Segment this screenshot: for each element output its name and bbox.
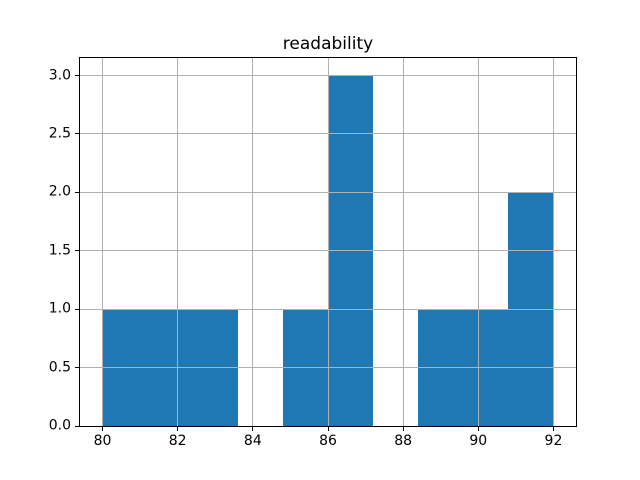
x-tick-label: 82 bbox=[168, 433, 187, 449]
gridline-horizontal bbox=[80, 75, 576, 77]
x-tick-mark bbox=[552, 426, 554, 431]
y-tick-label: 1.0 bbox=[48, 300, 71, 317]
y-tick-label: 0.5 bbox=[48, 359, 71, 376]
y-tick-mark bbox=[75, 425, 80, 427]
chart-title: readability bbox=[282, 34, 374, 54]
gridline-vertical bbox=[402, 58, 404, 426]
y-tick-mark bbox=[75, 133, 80, 135]
x-tick-mark bbox=[177, 426, 179, 431]
x-tick-mark bbox=[252, 426, 254, 431]
x-tick-label: 84 bbox=[243, 433, 262, 449]
x-tick-mark bbox=[327, 426, 329, 431]
gridline-vertical bbox=[552, 58, 554, 426]
y-tick-mark bbox=[75, 250, 80, 252]
x-tick-mark bbox=[402, 426, 404, 431]
y-tick-label: 1.5 bbox=[48, 242, 71, 259]
gridline-horizontal bbox=[80, 133, 576, 135]
gridline-horizontal bbox=[80, 308, 576, 310]
gridline-vertical bbox=[177, 58, 179, 426]
gridline-vertical bbox=[102, 58, 104, 426]
plot-area bbox=[79, 57, 577, 427]
axes-spines bbox=[79, 57, 577, 427]
gridline-vertical bbox=[252, 58, 254, 426]
y-tick-mark bbox=[75, 308, 80, 310]
y-tick-label: 0.0 bbox=[48, 417, 71, 434]
gridline-horizontal bbox=[80, 191, 576, 193]
x-tick-mark bbox=[102, 426, 104, 431]
x-tick-label: 86 bbox=[319, 433, 337, 449]
y-tick-label: 2.0 bbox=[48, 183, 71, 200]
gridline-vertical bbox=[327, 58, 329, 426]
gridline-horizontal bbox=[80, 250, 576, 252]
x-tick-label: 90 bbox=[469, 433, 488, 449]
x-tick-label: 88 bbox=[394, 433, 413, 449]
x-tick-label: 92 bbox=[544, 433, 563, 449]
x-tick-mark bbox=[477, 426, 479, 431]
y-tick-label: 2.5 bbox=[48, 125, 71, 142]
x-tick-label: 80 bbox=[93, 433, 112, 449]
gridline-horizontal bbox=[80, 367, 576, 369]
gridline-vertical bbox=[477, 58, 479, 426]
y-tick-mark bbox=[75, 191, 80, 193]
y-tick-mark bbox=[75, 75, 80, 77]
y-tick-mark bbox=[75, 367, 80, 369]
y-tick-label: 3.0 bbox=[48, 67, 71, 84]
